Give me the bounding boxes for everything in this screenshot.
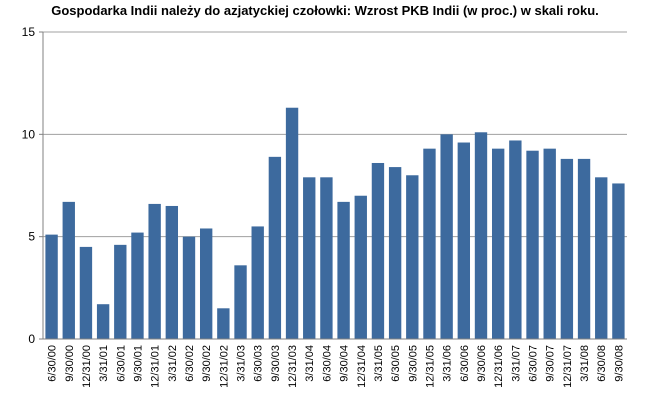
x-tick-label: 12/31/00 [81,345,93,388]
x-tick-label: 3/31/02 [167,345,179,382]
y-tick-label: 10 [22,127,36,141]
bar [182,236,196,339]
bar [457,142,471,339]
y-tick-labels: 0 5 10 15 [22,25,36,346]
x-tick-label: 3/31/08 [579,345,591,382]
bar [354,195,367,339]
x-tick-label: 12/31/03 [287,345,299,388]
x-tick-label: 9/30/05 [407,345,419,382]
x-tick-label: 6/30/05 [390,345,402,382]
bar [371,162,385,339]
x-tick-label: 6/30/08 [596,345,608,382]
x-tick-label: 9/30/06 [476,345,488,382]
bar [320,177,333,339]
x-tick-labels: 6/30/00 9/30/00 12/31/00 3/31/01 6/30/01 9/30… [47,345,626,388]
x-tick-label: 6/30/07 [528,345,540,382]
bar [423,148,436,339]
bar [217,308,230,339]
y-tick-label: 0 [28,332,35,346]
bar [526,150,539,339]
grid-lines [43,31,627,238]
bar [79,246,93,339]
bar [577,158,591,339]
x-tick-label: 6/30/02 [184,345,196,382]
bar [234,265,247,339]
bar [440,134,453,339]
x-tick-label: 3/31/03 [236,345,248,382]
bar [303,177,316,339]
bar [268,156,282,339]
x-tick-label: 9/30/04 [339,345,351,382]
bar [251,226,264,339]
x-tick-label: 3/31/06 [442,345,454,382]
x-tick-label: 12/31/02 [218,345,230,388]
bar [474,132,488,339]
x-tick-label: 9/30/07 [545,345,557,382]
bars [45,107,625,339]
bar [114,244,127,339]
x-tick-label: 12/31/05 [424,345,436,388]
x-tick-label: 12/31/01 [150,345,162,388]
bar [509,140,522,339]
bar [388,167,402,339]
axes [39,31,627,340]
bar [148,203,161,339]
x-tick-label: 9/30/08 [613,345,625,382]
bar [612,183,625,339]
x-tick-label: 3/31/05 [373,345,385,382]
x-tick-label: 12/31/07 [562,345,574,388]
bar [131,232,144,339]
bar [560,158,574,339]
bar [165,205,179,339]
x-tick-label: 3/31/01 [98,345,110,382]
bar [337,201,350,339]
chart-title: Gospodarka Indii należy do azjatyckiej c… [51,3,599,18]
bar [491,148,505,339]
y-tick-label: 5 [28,230,35,244]
bar [543,148,556,339]
x-tick-label: 9/30/01 [132,345,144,382]
x-tick-label: 9/30/03 [270,345,282,382]
x-tick-label: 9/30/00 [64,345,76,382]
x-tick-label: 6/30/00 [47,345,59,382]
bar [595,177,608,339]
x-tick-label: 6/30/03 [253,345,265,382]
x-tick-label: 12/31/06 [493,345,505,388]
bar [199,228,213,339]
y-tick-label: 15 [22,25,36,39]
x-tick-label: 9/30/02 [201,345,213,382]
bar [285,107,299,339]
bar [62,201,75,339]
bar [406,175,419,339]
bar [45,234,58,339]
bar [96,304,110,339]
x-tick-label: 3/31/04 [304,345,316,382]
x-tick-label: 6/30/01 [115,345,127,382]
x-tick-label: 6/30/06 [459,345,471,382]
x-tick-label: 3/31/07 [510,345,522,382]
x-tick-label: 12/31/04 [356,345,368,388]
x-tick-label: 6/30/04 [321,345,333,382]
